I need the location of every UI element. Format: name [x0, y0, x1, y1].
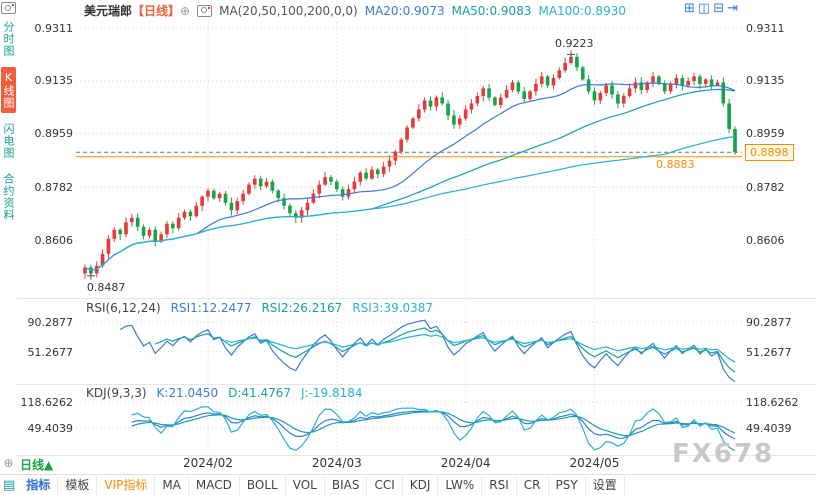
rsi1-value: RSI1:12.2477	[170, 301, 252, 315]
rsi2-value: RSI2:26.2167	[261, 301, 343, 315]
layout-icons-group: ⊞ ◫ ⊟ ⇥	[684, 2, 738, 16]
ma100-value: MA100:0.8930	[538, 3, 626, 18]
toolbar-tab-12[interactable]: CR	[517, 475, 549, 495]
split-horizontal-icon[interactable]: ⊟	[713, 1, 725, 16]
kdj-params-label[interactable]: KDJ(9,3,3)	[86, 386, 147, 400]
toolbar-tab-7[interactable]: BIAS	[325, 475, 368, 495]
ma-params-label[interactable]: MA(20,50,100,200,0,0)	[219, 3, 358, 18]
toolbar-tab-3[interactable]: MA	[155, 475, 189, 495]
x-axis-row: 日线▲ 2024/02 2024/03 2024/04 2024/05	[0, 456, 816, 473]
gridlines	[17, 22, 816, 456]
zoom-in-icon[interactable]: ⊕	[3, 456, 14, 470]
toolbar-grip-icon[interactable]: ▤	[3, 477, 16, 493]
rsi-panel-header: RSI(6,12,24) RSI1:12.2477 RSI2:26.2167 R…	[86, 301, 433, 315]
split-vertical-icon[interactable]: ◫	[697, 1, 711, 16]
ma50-line	[84, 88, 736, 272]
grid-layout-icon[interactable]: ⊞	[684, 1, 695, 16]
rsi3-line	[225, 333, 736, 363]
toolbar-tab-8[interactable]: CCI	[367, 475, 403, 495]
sidebar-tab-lightning[interactable]: 闪电图	[2, 123, 15, 159]
low-price-label: 0.8487	[86, 280, 126, 294]
kdj-k-value: K:21.0450	[156, 386, 219, 400]
toolbar-tab-4[interactable]: MACD	[189, 475, 240, 495]
chart-type-sidebar: 分时图 K线图 闪电图 合约资料 ⊕	[0, 0, 17, 474]
snapshot-camera-icon[interactable]	[197, 4, 213, 17]
x-axis-label: 2024/03	[311, 456, 362, 470]
rsi2-line	[155, 327, 736, 373]
period-selector[interactable]: 日线▲	[20, 458, 54, 472]
toolbar-tab-13[interactable]: PSY	[549, 475, 586, 495]
toolbar-tab-6[interactable]: VOL	[286, 475, 325, 495]
x-axis-label: 2024/02	[183, 456, 233, 470]
toolbar-tab-5[interactable]: BOLL	[240, 475, 286, 495]
kdj-j-value: J:-19.8184	[301, 386, 363, 400]
ma20-line	[84, 82, 736, 272]
toolbar-tab-2[interactable]: VIP指标	[97, 475, 156, 495]
sidebar-tab-kline[interactable]: K线图	[1, 67, 16, 113]
symbol-title: 美元瑞郎	[84, 4, 133, 18]
j-line	[131, 406, 736, 452]
toolbar-tab-14[interactable]: 设置	[586, 475, 625, 495]
period-tag: 【日线】	[132, 4, 181, 18]
current-price-badge: 0.8898	[745, 144, 794, 161]
rsi1-line	[119, 319, 736, 382]
hline-price-label[interactable]: 0.8883	[656, 158, 695, 171]
toolbar-tab-1[interactable]: 模板	[58, 475, 98, 495]
sidebar-tab-contract-info[interactable]: 合约资料	[2, 173, 15, 221]
x-axis-label: 2024/05	[569, 456, 620, 470]
toolbar-tab-0[interactable]: 指标	[19, 475, 59, 495]
add-indicator-icon[interactable]: ⊕	[180, 3, 191, 18]
ma100-line	[84, 136, 736, 272]
rsi3-value: RSI3:39.0387	[352, 301, 434, 315]
ma20-value: MA20:0.9073	[364, 3, 445, 18]
kdj-panel-header: KDJ(9,3,3) K:21.0450 D:41.4767 J:-19.818…	[86, 386, 363, 400]
expand-chart-icon[interactable]: ⇥	[727, 1, 739, 16]
rsi-params-label[interactable]: RSI(6,12,24)	[86, 301, 161, 315]
high-price-label: 0.9223	[555, 37, 594, 51]
ma50-value: MA50:0.9083	[451, 3, 532, 18]
candlestick-series	[83, 53, 737, 279]
toolbar-tab-11[interactable]: RSI	[482, 475, 517, 495]
toolbar-tabs: 指标 模板 VIP指标 MA MACD BOLL VOL BIAS CCI KDJ LW% RSI CR…	[19, 475, 625, 495]
chart-header: 美元瑞郎 【日线】 ⊕ MA(20,50,100,200,0,0) MA20:0…	[84, 3, 626, 19]
sidebar-tab-timeshare[interactable]: 分时图	[2, 21, 15, 57]
x-axis-label: 2024/04	[440, 456, 491, 470]
toolbar-tab-9[interactable]: KDJ	[403, 475, 439, 495]
camera-icon[interactable]	[1, 2, 16, 14]
indicator-toolbar: ▤ 指标 模板 VIP指标 MA MACD BOLL VOL BIAS CCI KDJ LW% RSI…	[0, 474, 816, 495]
toolbar-tab-10[interactable]: LW%	[438, 475, 483, 495]
kdj-d-value: D:41.4767	[228, 386, 291, 400]
